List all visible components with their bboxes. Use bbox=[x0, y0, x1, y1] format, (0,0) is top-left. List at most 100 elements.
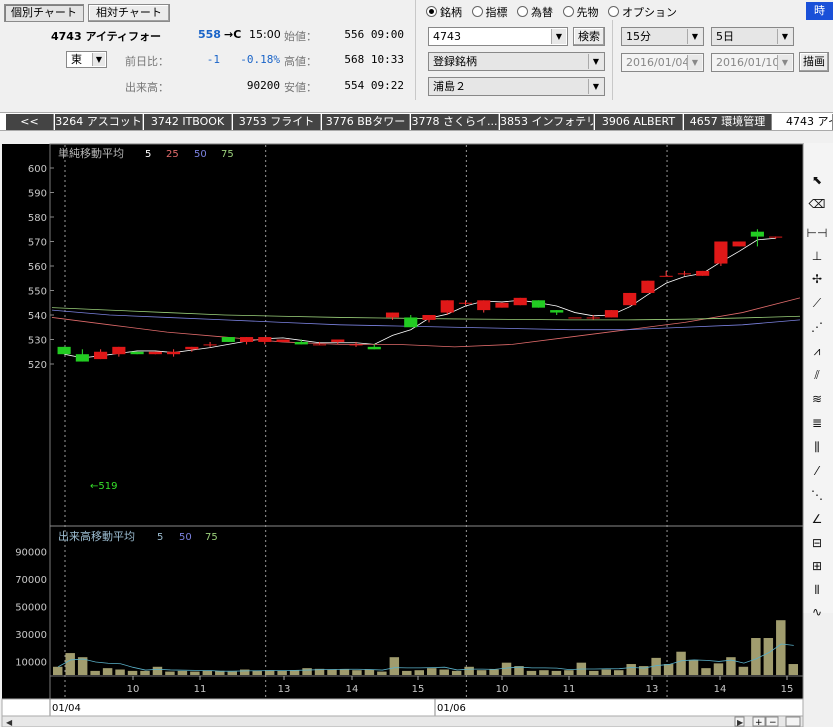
tab-3264[interactable]: 3264 アスコット bbox=[55, 114, 143, 130]
crosshair-icon[interactable]: ✢ bbox=[811, 272, 823, 286]
candle-body bbox=[112, 346, 126, 355]
candle-body bbox=[239, 337, 254, 342]
radio-off-icon bbox=[517, 6, 528, 17]
tab-3776[interactable]: 3776 BBタワー bbox=[322, 114, 410, 130]
fan-line-icon[interactable]: ⋰ bbox=[811, 320, 823, 334]
fibonacci-retracement-icon[interactable]: ≣ bbox=[811, 416, 823, 430]
volume-tick-label: 90000 bbox=[15, 548, 47, 559]
tab-3853[interactable]: 3853 インフォテリ bbox=[500, 114, 594, 130]
interval-value: 15分 bbox=[626, 30, 651, 43]
cursor-icon[interactable]: ⬉ bbox=[811, 173, 823, 187]
chevron-down-icon: ▼ bbox=[92, 53, 105, 66]
volume-bar bbox=[651, 657, 661, 675]
header-divider bbox=[612, 20, 613, 100]
draw-button[interactable]: 描画 bbox=[799, 52, 829, 72]
scroll-left-icon[interactable]: ◀ bbox=[6, 718, 13, 727]
radio-stock[interactable]: 銘柄 bbox=[426, 6, 462, 19]
candle-body bbox=[550, 310, 564, 313]
candle-body bbox=[130, 351, 144, 355]
date-from-select[interactable]: 2016/01/04 ▼ bbox=[621, 53, 704, 72]
radio-index[interactable]: 指標 bbox=[471, 6, 508, 19]
price-time: 15:00 bbox=[249, 28, 281, 41]
volume-bar bbox=[289, 670, 300, 675]
ma-5-line bbox=[64, 237, 776, 359]
tab-3753[interactable]: 3753 フライト bbox=[233, 114, 321, 130]
vertical-line-icon[interactable]: ⊥ bbox=[811, 249, 823, 263]
candle-body bbox=[276, 339, 290, 342]
volume-tick-label: 10000 bbox=[15, 657, 47, 668]
ma-75-label: 75 bbox=[221, 149, 234, 160]
volume-bar bbox=[252, 670, 262, 675]
wave-icon[interactable]: ∿ bbox=[811, 605, 823, 619]
candle-body bbox=[94, 351, 108, 360]
vol-ma-75-label: 75 bbox=[205, 532, 218, 543]
line-tool-icon[interactable]: ⁄ bbox=[815, 464, 818, 478]
tab-3906[interactable]: 3906 ALBERT bbox=[595, 114, 683, 130]
price-tick-label: 530 bbox=[28, 336, 47, 347]
individual-chart-button[interactable]: 個別チャート bbox=[4, 4, 84, 22]
candle-body bbox=[586, 317, 600, 319]
date-to-select[interactable]: 2016/01/10 ▼ bbox=[711, 53, 794, 72]
horizontal-line-icon[interactable]: ⊢⊣ bbox=[806, 226, 828, 240]
time-tick-label: 13 bbox=[646, 684, 659, 695]
open-value: 556 09:00 bbox=[344, 28, 404, 41]
volume-bar bbox=[53, 666, 63, 675]
volume-bar bbox=[451, 670, 462, 675]
volume-axis: 90000 70000 50000 30000 10000 bbox=[15, 548, 47, 669]
period-select[interactable]: 5日 ▼ bbox=[711, 27, 794, 46]
channel-4-icon[interactable]: ⊞ bbox=[811, 559, 823, 573]
chevron-down-icon: ▼ bbox=[777, 55, 792, 70]
tab-4743-active[interactable]: 4743 アイ bbox=[773, 114, 833, 130]
tab-3778[interactable]: 3778 さくらイ... bbox=[411, 114, 499, 130]
price-tick-label: 540 bbox=[28, 311, 47, 322]
chevron-down-icon: ▼ bbox=[588, 79, 603, 94]
reset-button[interactable] bbox=[785, 716, 801, 727]
candle-body bbox=[732, 241, 746, 247]
market-select[interactable]: 東 ▼ bbox=[66, 51, 107, 68]
horizontal-scrollbar[interactable] bbox=[1, 715, 804, 727]
fibonacci-fan-icon[interactable]: ⫽ bbox=[814, 368, 820, 382]
channel-3-icon[interactable]: ⊟ bbox=[811, 536, 823, 550]
time-tick-label: 10 bbox=[127, 684, 140, 695]
fibonacci-time-icon[interactable]: ⫼ bbox=[814, 440, 820, 454]
price-tick-label: 560 bbox=[28, 262, 47, 273]
ma-50-label: 50 bbox=[194, 149, 207, 160]
symbol-input[interactable]: 4743 ▼ bbox=[428, 27, 568, 46]
fibonacci-arc-icon[interactable]: ≋ bbox=[811, 392, 823, 406]
candle-body bbox=[677, 273, 691, 275]
volume-tick-label: 50000 bbox=[15, 603, 47, 614]
speed-line-icon[interactable]: ⩘ bbox=[813, 344, 821, 358]
low-value: 554 09:22 bbox=[344, 79, 404, 92]
cycle-lines-icon[interactable]: ⦀ bbox=[814, 583, 820, 597]
zoom-in-button[interactable] bbox=[752, 716, 766, 727]
time-button[interactable]: 時 bbox=[806, 2, 833, 20]
radio-futures[interactable]: 先物 bbox=[562, 6, 599, 19]
candle-body bbox=[258, 337, 272, 342]
volume-bar bbox=[127, 670, 138, 675]
time-tick-label: 15 bbox=[412, 684, 425, 695]
tab-prev[interactable]: << bbox=[6, 114, 54, 130]
gann-fan-icon[interactable]: ⋱ bbox=[811, 488, 823, 502]
watchlist-select[interactable]: 浦島２ ▼ bbox=[428, 77, 605, 96]
tab-4657[interactable]: 4657 環境管理 bbox=[684, 114, 772, 130]
tab-3742[interactable]: 3742 ITBOOK bbox=[144, 114, 232, 130]
radio-options[interactable]: オプション bbox=[608, 6, 677, 19]
interval-select[interactable]: 15分 ▼ bbox=[621, 27, 704, 46]
scroll-right-button[interactable] bbox=[734, 716, 745, 727]
angle-line-icon[interactable]: ∠ bbox=[811, 512, 823, 526]
search-button[interactable]: 検索 bbox=[573, 27, 605, 46]
zoom-out-button[interactable] bbox=[765, 716, 779, 727]
volume-value: 90200 bbox=[246, 79, 280, 92]
volume-bar bbox=[202, 670, 213, 675]
price-tick-label: 570 bbox=[28, 238, 47, 249]
chevron-down-icon: ▼ bbox=[588, 54, 603, 69]
relative-chart-button[interactable]: 相対チャート bbox=[88, 4, 170, 22]
price-panel-title: 単純移動平均 bbox=[58, 146, 124, 160]
time-tick-label: 14 bbox=[346, 684, 359, 695]
chevron-down-icon: ▼ bbox=[551, 29, 566, 44]
registered-select[interactable]: 登録銘柄 ▼ bbox=[428, 52, 605, 71]
eraser-icon[interactable]: ⌫ bbox=[808, 197, 826, 211]
radio-forex[interactable]: 為替 bbox=[517, 6, 553, 19]
trend-line-icon[interactable]: ⟋ bbox=[812, 296, 822, 310]
